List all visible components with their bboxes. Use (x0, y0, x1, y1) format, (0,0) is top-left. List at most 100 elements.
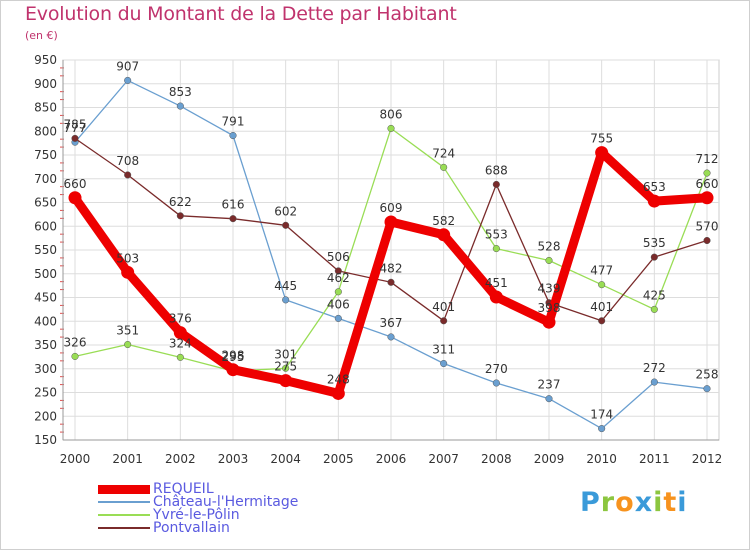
axes: 150 200 250 300 350 400 450 500 550 600 650 700 750 8… (34, 53, 722, 466)
data-point (440, 317, 448, 325)
chart-title: Evolution du Montant de la Dette par Hab… (25, 3, 457, 25)
y-tick-label: 900 (34, 77, 57, 91)
y-tick-label: 850 (34, 101, 57, 115)
x-tick-label: 2007 (428, 452, 459, 466)
data-label: 622 (169, 195, 192, 209)
data-point (121, 265, 135, 279)
data-label: 582 (432, 214, 455, 228)
data-point (703, 236, 711, 245)
y-tick-label: 500 (34, 267, 57, 281)
data-label: 528 (538, 239, 561, 253)
logo-letter: x (634, 487, 654, 518)
y-tick-label: 700 (34, 172, 57, 186)
data-point (437, 228, 451, 242)
data-point (124, 340, 132, 349)
x-tick-label: 2005 (323, 452, 354, 466)
data-label: 777 (64, 121, 87, 135)
chart-unit-label: (en €) (25, 29, 58, 42)
series-lines (71, 76, 711, 433)
series-main-line (68, 146, 714, 400)
data-point (226, 363, 240, 377)
data-point (176, 212, 184, 220)
data-point (598, 425, 606, 433)
proxiti-logo: Proxiti (580, 487, 688, 518)
data-label: 406 (327, 297, 350, 311)
logo-letter: P (580, 487, 601, 518)
data-labels: 660 503 376 298 275 248 609 582 451 398 755 653 660 7… (64, 59, 719, 421)
x-tick-label: 2009 (534, 452, 565, 466)
y-tick-label: 800 (34, 124, 57, 138)
x-tick-label: 2012 (692, 452, 723, 466)
data-point (650, 253, 658, 261)
x-tick-label: 2000 (60, 452, 91, 466)
data-label: 708 (116, 154, 139, 168)
y-tick-label: 350 (34, 338, 57, 352)
data-point (279, 374, 293, 388)
data-label: 311 (432, 343, 455, 357)
logo-letter: i (677, 487, 688, 518)
data-point (124, 171, 132, 179)
y-tick-label: 300 (34, 362, 57, 376)
data-label: 806 (380, 107, 403, 121)
logo-letter: i (653, 487, 664, 518)
data-point (282, 364, 290, 372)
data-label: 660 (696, 177, 719, 191)
x-tick-label: 2008 (481, 452, 512, 466)
data-point (229, 131, 237, 140)
data-label: 258 (696, 368, 719, 382)
data-point (650, 305, 658, 313)
data-label: 248 (327, 372, 350, 386)
y-tick-label: 650 (34, 196, 57, 210)
data-point (387, 333, 395, 341)
data-point (176, 102, 184, 110)
legend-label: Pontvallain (153, 520, 230, 536)
y-tick-label: 750 (34, 148, 57, 162)
logo-letter: t (663, 487, 678, 518)
data-point (282, 296, 290, 304)
logo-letter: o (615, 487, 635, 518)
data-label: 425 (643, 288, 666, 302)
y-tick-label: 200 (34, 409, 57, 423)
data-point (334, 314, 342, 322)
y-tick-label: 150 (34, 433, 57, 447)
data-point (598, 317, 606, 325)
data-point (387, 124, 395, 132)
data-label: 755 (590, 132, 613, 146)
data-point (703, 169, 711, 177)
data-label: 602 (274, 204, 297, 218)
x-tick-label: 2001 (112, 452, 143, 466)
data-point (71, 134, 79, 142)
data-label: 174 (590, 408, 613, 422)
y-tick-label: 600 (34, 219, 57, 233)
data-label: 401 (590, 300, 613, 314)
grid (62, 59, 720, 441)
data-point (229, 215, 237, 223)
data-label: 616 (222, 198, 245, 212)
data-label: 506 (327, 250, 350, 264)
data-label: 791 (222, 115, 245, 129)
data-point (68, 191, 82, 205)
data-point (703, 385, 711, 393)
data-label: 301 (274, 347, 297, 361)
data-point (282, 221, 290, 229)
data-point (545, 395, 553, 403)
data-label: 351 (116, 324, 139, 338)
x-tick-label: 2004 (270, 452, 301, 466)
data-label: 439 (538, 282, 561, 296)
data-point (124, 76, 132, 84)
data-point (440, 163, 448, 171)
data-point (331, 386, 345, 400)
x-tick-label: 2006 (376, 452, 407, 466)
data-label: 451 (485, 276, 508, 290)
data-label: 272 (643, 361, 666, 375)
data-point (173, 326, 187, 340)
data-label: 376 (169, 312, 192, 326)
line-chart: 150 200 250 300 350 400 450 500 550 600 650 700 750 8… (34, 53, 722, 466)
legend-swatch (98, 514, 150, 516)
data-point (542, 315, 556, 329)
y-tick-label: 400 (34, 314, 57, 328)
data-label: 503 (116, 251, 139, 265)
x-tick-label: 2002 (165, 452, 196, 466)
data-point (650, 378, 658, 386)
data-point (387, 278, 395, 286)
